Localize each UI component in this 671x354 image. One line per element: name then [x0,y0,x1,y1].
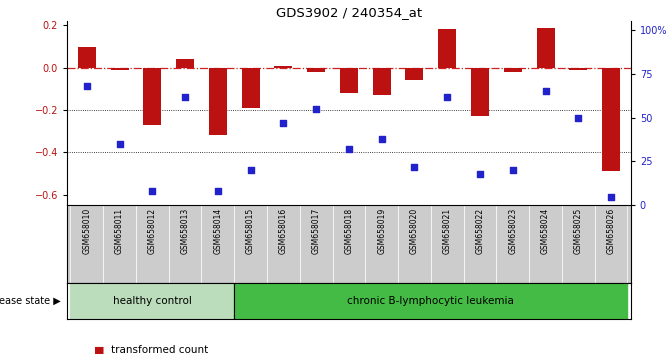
FancyBboxPatch shape [398,205,431,283]
Text: GSM658026: GSM658026 [607,208,615,254]
Bar [78,47,96,68]
Text: chronic B-lymphocytic leukemia: chronic B-lymphocytic leukemia [348,296,514,306]
FancyBboxPatch shape [267,205,300,283]
Point [245,167,256,173]
Text: ■: ■ [94,346,105,354]
Point [474,171,485,177]
Title: GDS3902 / 240354_at: GDS3902 / 240354_at [276,6,422,19]
FancyBboxPatch shape [595,205,627,283]
FancyBboxPatch shape [300,205,333,283]
FancyBboxPatch shape [529,205,562,283]
Point [344,147,354,152]
Bar [111,68,129,70]
FancyBboxPatch shape [70,205,103,283]
Text: GSM658015: GSM658015 [246,208,255,254]
FancyBboxPatch shape [562,205,595,283]
FancyBboxPatch shape [234,205,267,283]
Text: GSM658016: GSM658016 [279,208,288,254]
Text: GSM658019: GSM658019 [377,208,386,254]
FancyBboxPatch shape [103,205,136,283]
Bar [471,68,489,116]
Bar [209,68,227,136]
FancyBboxPatch shape [168,205,201,283]
Bar [602,68,620,171]
Point [573,115,584,120]
Point [81,83,92,89]
FancyBboxPatch shape [497,205,529,283]
Text: GSM658011: GSM658011 [115,208,124,254]
Bar [569,68,587,70]
Text: GSM658022: GSM658022 [476,208,484,254]
Text: GSM658014: GSM658014 [213,208,222,254]
Bar [340,68,358,93]
Text: GSM658024: GSM658024 [541,208,550,254]
FancyBboxPatch shape [333,205,365,283]
Bar [372,68,391,95]
Point [180,94,191,99]
Point [606,194,617,199]
Bar [405,68,423,80]
Text: GSM658021: GSM658021 [443,208,452,254]
Bar [144,68,161,125]
Text: GSM658010: GSM658010 [83,208,91,254]
Text: GSM658012: GSM658012 [148,208,157,254]
Bar [537,28,554,68]
FancyBboxPatch shape [201,205,234,283]
Bar [234,283,627,319]
Text: transformed count: transformed count [111,346,208,354]
Bar [438,29,456,68]
Bar [242,68,260,108]
Bar [307,68,325,72]
Text: GSM658017: GSM658017 [311,208,321,254]
FancyBboxPatch shape [464,205,497,283]
Bar [504,68,522,72]
Point [147,188,158,194]
Text: disease state ▶: disease state ▶ [0,296,60,306]
Text: GSM658023: GSM658023 [508,208,517,254]
Text: GSM658013: GSM658013 [180,208,190,254]
Bar [176,59,194,68]
Text: GSM658025: GSM658025 [574,208,583,254]
Text: healthy control: healthy control [113,296,192,306]
FancyBboxPatch shape [431,205,464,283]
Point [114,141,125,147]
Point [278,120,289,126]
Point [442,94,453,99]
Bar [70,283,234,319]
Bar [274,66,293,68]
Point [213,188,223,194]
Text: GSM658018: GSM658018 [344,208,354,254]
Text: GSM658020: GSM658020 [410,208,419,254]
FancyBboxPatch shape [365,205,398,283]
Point [376,136,387,142]
Point [540,88,551,94]
Point [507,167,518,173]
FancyBboxPatch shape [136,205,168,283]
Point [311,106,321,112]
Point [409,164,420,170]
